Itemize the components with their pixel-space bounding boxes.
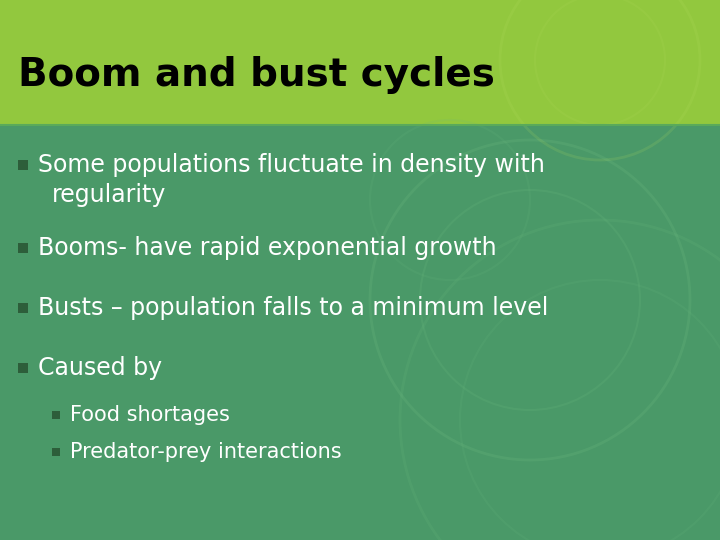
Text: Food shortages: Food shortages: [70, 405, 230, 425]
Text: Some populations fluctuate in density with: Some populations fluctuate in density wi…: [38, 153, 545, 177]
Text: regularity: regularity: [52, 183, 166, 207]
Text: Busts – population falls to a minimum level: Busts – population falls to a minimum le…: [38, 296, 549, 320]
FancyBboxPatch shape: [52, 448, 60, 456]
FancyBboxPatch shape: [52, 411, 60, 419]
FancyBboxPatch shape: [18, 363, 28, 373]
Text: Caused by: Caused by: [38, 356, 162, 380]
FancyBboxPatch shape: [0, 0, 720, 125]
FancyBboxPatch shape: [18, 303, 28, 313]
Text: Predator-prey interactions: Predator-prey interactions: [70, 442, 341, 462]
Text: Boom and bust cycles: Boom and bust cycles: [18, 56, 495, 94]
FancyBboxPatch shape: [18, 243, 28, 253]
Text: Booms- have rapid exponential growth: Booms- have rapid exponential growth: [38, 236, 497, 260]
FancyBboxPatch shape: [18, 160, 28, 170]
